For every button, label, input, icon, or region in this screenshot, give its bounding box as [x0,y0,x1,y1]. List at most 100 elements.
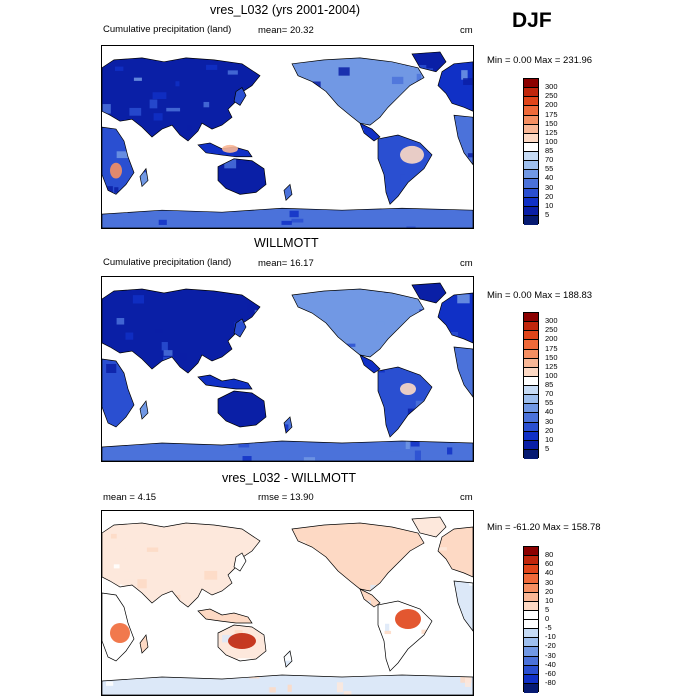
land-antarctica [102,208,473,228]
coastline [102,440,473,461]
colorbar-swatch [524,124,538,134]
coastline [197,142,253,158]
land-madagascar [140,401,148,419]
colorbar-label: 125 [545,127,558,137]
colorbar-swatch [524,161,538,171]
coastline [102,522,261,608]
colorbar-boxes [523,546,539,693]
panel-3-minmax: Min = -61.20 Max = 158.78 [487,522,601,533]
colorbar-swatch [524,206,538,216]
precip-anomaly-patch [110,162,122,179]
coastline [377,134,433,205]
colorbar-swatch [524,386,538,396]
colorbar-swatch [524,638,538,648]
colorbar-swatch [524,313,538,323]
land-africa-east-tip [454,581,473,631]
coastline [377,600,433,672]
colorbar-swatch [524,565,538,575]
coastline [437,292,473,344]
panel-3-mean: mean = 4.15 [103,492,157,503]
colorbar-swatch [524,358,538,368]
colorbar-label: 55 [545,398,554,408]
colorbar-label: -5 [545,623,552,633]
coastline [291,522,425,592]
coastline [453,114,473,166]
land-central-america [360,355,380,373]
land-africa [102,359,134,427]
land-antarctica [102,675,473,695]
colorbar-swatch [524,620,538,630]
colorbar-label: 55 [545,164,554,174]
colorbar-swatch [524,674,538,684]
colorbar-swatch [524,349,538,359]
coastline [197,374,253,390]
colorbar-label: 20 [545,191,554,201]
coastline [283,183,293,202]
panel-3-title: vres_L032 - WILLMOTT [222,471,357,485]
colorbar-label: 40 [545,568,554,578]
season-title: DJF [512,9,552,32]
panel-3-rmse: rmse = 13.90 [258,492,314,503]
land-europe-west [438,293,473,343]
colorbar-swatch [524,322,538,332]
coastline [283,650,293,668]
land-madagascar [140,635,148,653]
colorbar-swatch [524,683,538,693]
colorbar-label: 200 [545,100,558,110]
precip-anomaly-patch [400,383,416,395]
colorbar-boxes [523,312,539,459]
land-texture [224,158,247,169]
land-eurasia [102,289,260,373]
colorbar-label: 5 [545,604,550,614]
panel-1-mean: mean= 20.32 [258,25,314,36]
land-australia [218,391,266,427]
colorbar-label: -40 [545,659,556,669]
coastline [102,288,261,374]
colorbar-swatch [524,367,538,377]
colorbar-label: 40 [545,173,554,183]
coastline [102,358,135,428]
precip-anomaly-patch [228,633,256,649]
colorbar-label: 175 [545,109,558,119]
colorbar-swatch [524,179,538,189]
coastline [359,588,381,608]
colorbar-label: 10 [545,434,554,444]
land-south-america [378,135,432,205]
colorbar-label: 85 [545,380,554,389]
panel-2-colorbar: 300 250 200 175 150 125 100 85 70 55 40 30 20 10 5 [523,312,558,459]
land-antarctica [102,441,473,461]
colorbar-swatch [524,629,538,639]
colorbar-swatch [524,142,538,152]
panel-2-mean: mean= 16.17 [258,258,314,269]
land-texture [461,70,473,86]
panel-1-map [101,45,474,229]
coastline [102,207,473,228]
colorbar-label: 10 [545,200,554,210]
coastline [437,61,473,112]
colorbar-label: 100 [545,136,558,146]
colorbar-label: 250 [545,91,558,101]
panel-3-colorbar: 80 60 40 30 20 10 5 0 -5 -10 -20 -30 -40 -60 -80 [523,546,556,693]
land-africa [102,127,134,195]
panel-1-units: cm [460,25,473,36]
land-madagascar [140,168,148,187]
coastline [102,57,261,142]
panel-2-map [101,276,474,462]
colorbar-label: 70 [545,155,554,165]
colorbar-label: 30 [545,577,554,587]
colorbar-label: 150 [545,352,558,362]
coastline [411,282,447,304]
land-north-america [292,57,424,126]
panel-1-minmax: Min = 0.00 Max = 231.96 [487,55,593,66]
colorbar-swatch [524,665,538,675]
colorbar-swatch [524,133,538,143]
colorbar-label: 30 [545,182,554,192]
colorbar-swatch [524,170,538,180]
land-greenland [412,517,446,537]
precip-anomaly-patch [400,145,424,164]
land-north-america [292,523,424,591]
coastline [411,51,447,73]
colorbar-swatch [524,97,538,107]
colorbar-swatch [524,197,538,207]
colorbar-label: 85 [545,146,554,155]
